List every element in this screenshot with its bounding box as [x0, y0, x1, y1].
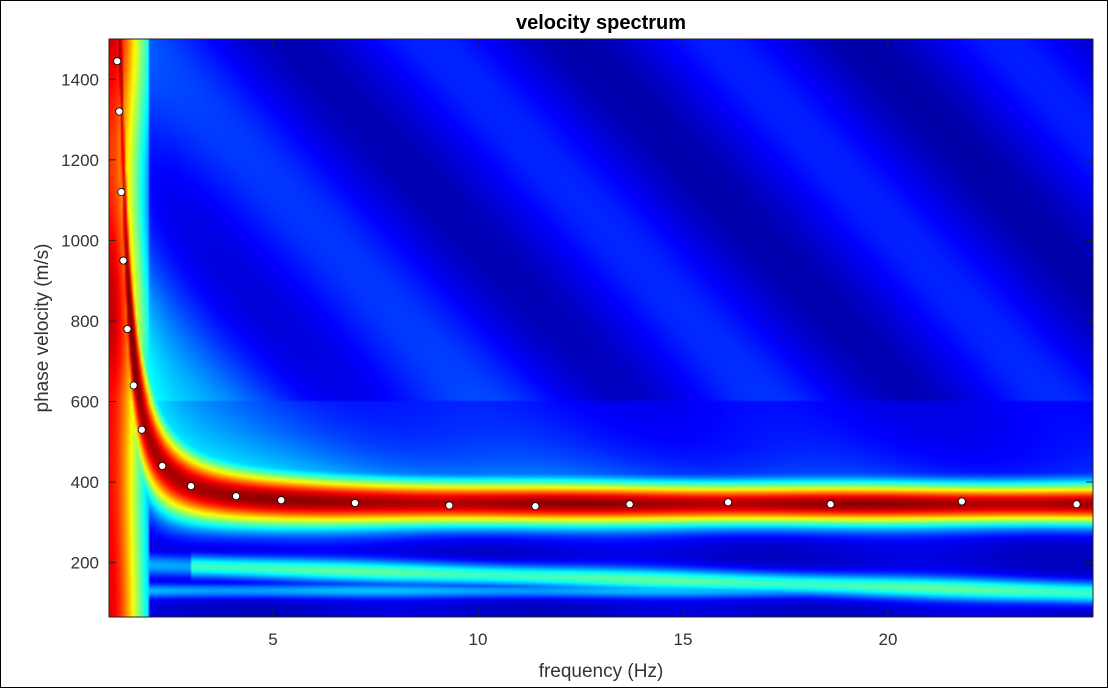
picked-point — [232, 492, 241, 501]
y-tick-label: 600 — [71, 393, 99, 412]
x-axis-label: frequency (Hz) — [539, 661, 664, 682]
picked-point — [826, 500, 835, 509]
picked-point — [119, 256, 128, 265]
picked-point — [724, 498, 733, 507]
x-tick-label: 20 — [879, 630, 898, 649]
picked-point — [117, 188, 126, 197]
plot-border — [108, 38, 1094, 618]
chart-title: velocity spectrum — [516, 12, 686, 34]
picked-point — [277, 496, 286, 505]
picked-point — [115, 107, 124, 116]
y-tick-label: 800 — [71, 312, 99, 331]
x-axis-ticks: 5 10 15 20 — [268, 39, 897, 649]
y-axis-ticks: 200 400 600 800 1000 1200 1400 — [61, 70, 1093, 573]
y-tick-label: 400 — [71, 473, 99, 492]
y-tick-label: 1000 — [61, 231, 99, 250]
picked-point — [123, 325, 132, 334]
heatmap-image — [109, 39, 1093, 617]
y-tick-label: 1400 — [61, 70, 99, 89]
picked-point — [445, 501, 454, 510]
picked-point — [1072, 500, 1081, 509]
y-tick-label: 1200 — [61, 151, 99, 170]
picked-point — [113, 57, 122, 66]
picked-point — [158, 461, 167, 470]
picked-point — [129, 381, 138, 390]
picked-point — [137, 425, 146, 434]
y-axis-label: phase velocity (m/s) — [32, 244, 53, 413]
picked-point — [625, 500, 634, 509]
x-tick-label: 10 — [469, 630, 488, 649]
picked-points — [113, 57, 1081, 511]
picked-point — [186, 482, 195, 491]
picked-point — [531, 502, 540, 511]
picked-point — [350, 499, 359, 508]
picked-point — [957, 497, 966, 506]
x-tick-label: 5 — [268, 630, 277, 649]
x-tick-label: 15 — [674, 630, 693, 649]
y-tick-label: 200 — [71, 554, 99, 573]
